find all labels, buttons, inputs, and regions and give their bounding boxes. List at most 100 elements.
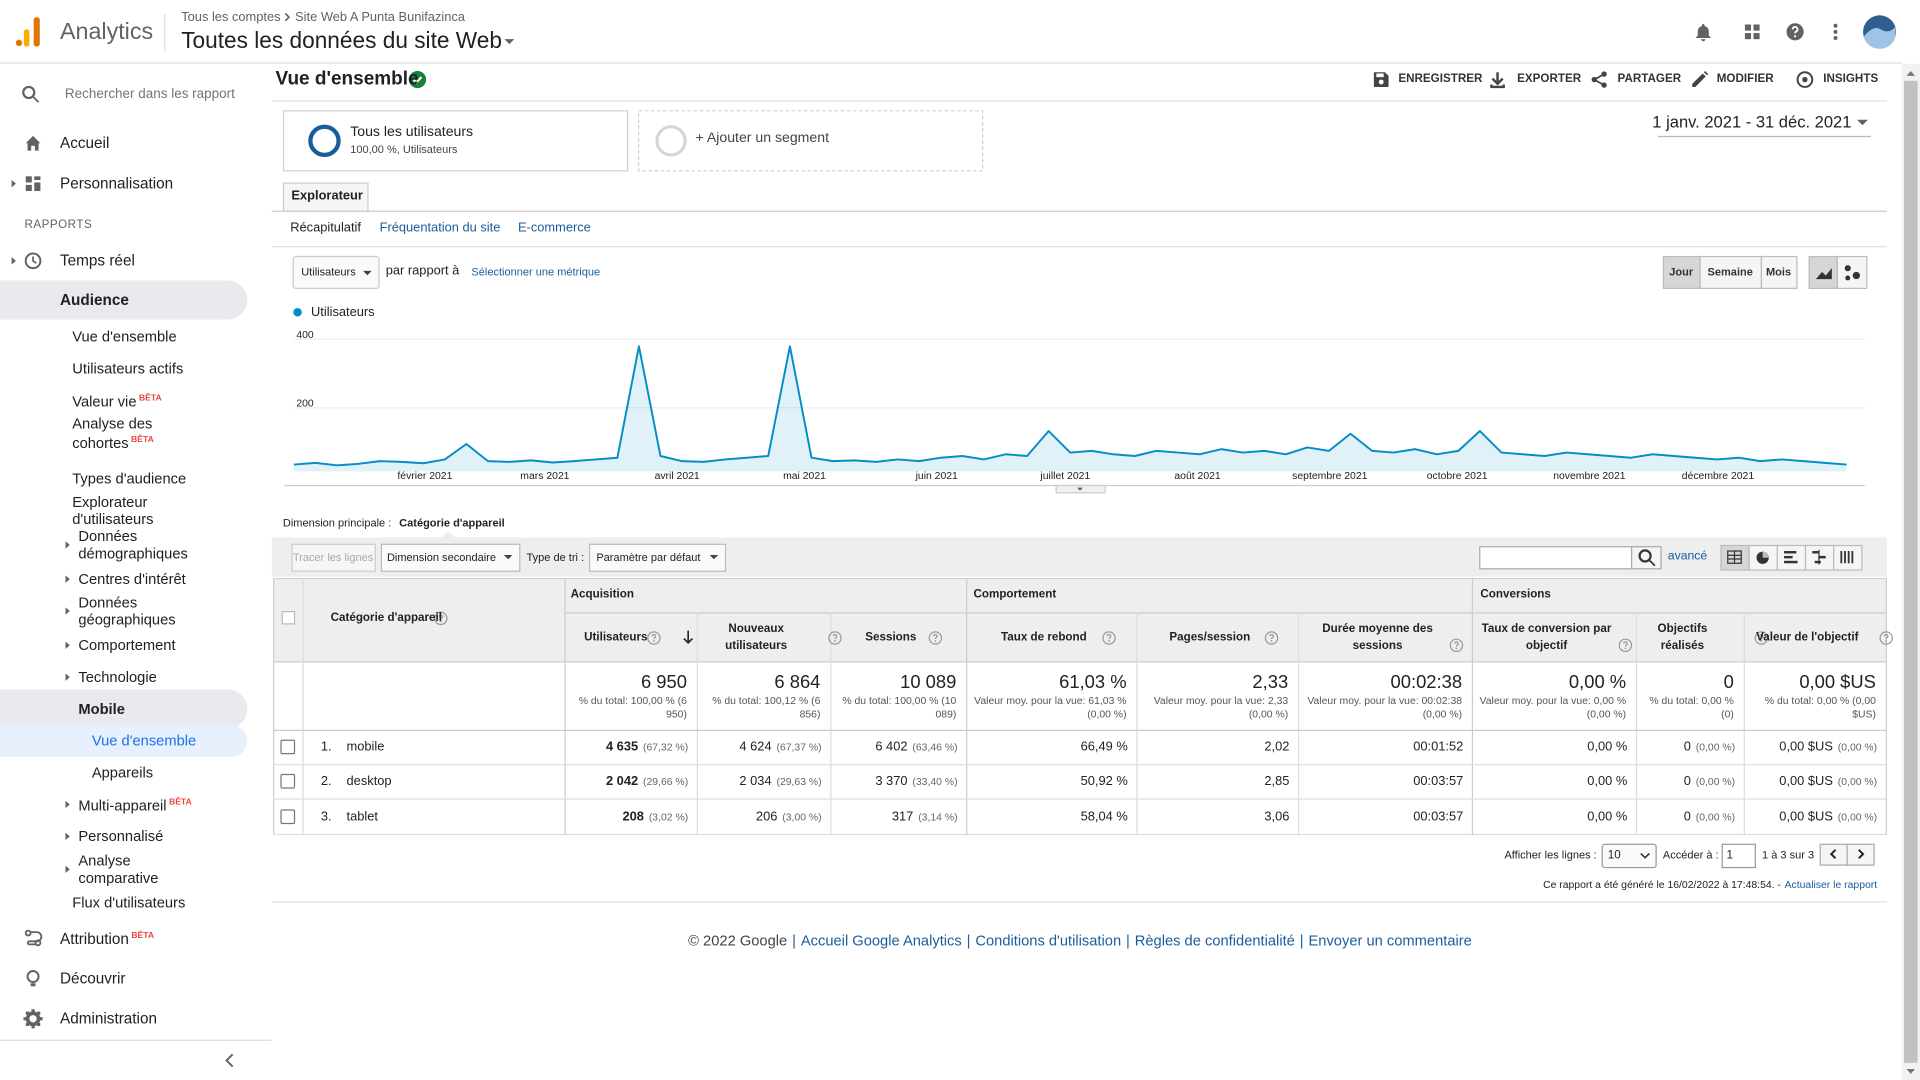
cell-value: 66,49 % — [1080, 739, 1128, 755]
add-segment[interactable]: + Ajouter un segment — [695, 131, 829, 146]
nav-item[interactable]: Données géographiques — [78, 594, 200, 628]
table-cell: 00:01:52 — [1298, 737, 1463, 757]
rows-label: Afficher les lignes : — [1504, 848, 1597, 861]
nav-item[interactable]: Technologie — [78, 669, 156, 686]
dimension-value[interactable]: Catégorie d'appareil — [399, 516, 505, 529]
footer-link[interactable]: Accueil Google Analytics — [800, 931, 962, 949]
dropdown-arrow — [504, 39, 515, 45]
expand-arrow — [65, 607, 70, 615]
plot-rows-button[interactable]: Tracer les lignes — [292, 551, 374, 564]
nav-item[interactable]: Valeur vie BÊTA — [72, 391, 161, 410]
total-value: 6 950 — [640, 672, 687, 694]
expand-arrow — [65, 541, 70, 549]
icon-shape — [1376, 73, 1384, 78]
subtab[interactable]: Fréquentation du site — [379, 220, 501, 236]
nav-item[interactable]: Utilisateurs actifs — [72, 360, 183, 377]
metric-select-label[interactable]: Utilisateurs — [301, 265, 356, 278]
icon-shape — [928, 631, 943, 645]
nav-item[interactable]: Types d'audience — [72, 470, 186, 487]
nav-item[interactable]: Personnalisé — [78, 828, 163, 845]
nav-label: Comportement — [78, 636, 176, 654]
cell-value: 3,06 — [1264, 809, 1290, 825]
nav-item[interactable]: Découvrir — [60, 970, 126, 987]
nav-item[interactable]: Centres d'intérêt — [78, 571, 185, 588]
column-header[interactable]: Taux de rebond — [1001, 630, 1087, 645]
search-box[interactable]: Rechercher dans les rapport — [64, 86, 235, 102]
footer-link[interactable]: Règles de confidentialité — [1134, 931, 1295, 949]
save-icon — [1373, 72, 1389, 87]
nav-item[interactable]: Appareils — [92, 764, 153, 781]
nav-item[interactable]: Temps réel — [60, 252, 135, 269]
advanced-link[interactable]: avancé — [1667, 549, 1708, 564]
view-selector[interactable]: Toutes les données du site Web — [181, 26, 502, 53]
toolbar-action[interactable]: PARTAGER — [1617, 72, 1682, 86]
expand-arrow — [11, 180, 16, 188]
next-icon — [1858, 849, 1865, 860]
goto-value[interactable]: 1 — [1726, 848, 1734, 863]
column-header[interactable]: Nouveaux utilisateurs — [725, 622, 788, 653]
toolbar-action[interactable]: MODIFIER — [1716, 72, 1774, 86]
column-header[interactable]: Valeur de l'objectif — [1756, 630, 1859, 645]
cell-share: (67,37 %) — [776, 740, 822, 754]
nav-item[interactable]: Analyse des cohortes BÊTA — [72, 415, 170, 452]
dropdown-arrow — [1076, 487, 1084, 491]
nav-item[interactable]: Accueil — [60, 135, 109, 152]
nav-item[interactable]: Flux d'utilisateurs — [72, 894, 185, 911]
footer-link[interactable]: Envoyer un commentaire — [1308, 931, 1472, 949]
nav-item[interactable]: Vue d'ensemble — [72, 328, 176, 345]
cell-value: 0,00 % — [1587, 773, 1628, 789]
granularity-label[interactable]: Semaine — [1707, 265, 1753, 278]
subtab[interactable]: Récapitulatif — [290, 220, 361, 236]
cell-share: (0,00 %) — [1837, 775, 1878, 788]
table-cell: 206 (3,00 %) — [697, 807, 822, 827]
icon-shape — [1833, 23, 1838, 28]
toolbar-action[interactable]: ENREGISTRER — [1398, 72, 1483, 86]
column-header[interactable]: Taux de conversion par objectif — [1481, 622, 1612, 653]
icon-shape — [1454, 641, 1459, 647]
total-detail: % du total: 100,12 % (6 856) — [712, 694, 821, 720]
sort-select[interactable]: Paramètre par défaut — [596, 551, 701, 564]
footer-link[interactable]: Conditions d'utilisation — [975, 931, 1122, 949]
date-range[interactable]: 1 janv. 2021 - 31 déc. 2021 — [1652, 112, 1852, 132]
nav-item[interactable]: Explorateur d'utilisateurs — [72, 493, 170, 527]
nav-item[interactable]: Attribution BÊTA — [60, 928, 154, 948]
column-header[interactable]: Objectifs réalisés — [1657, 622, 1708, 653]
column-header[interactable]: Utilisateurs — [584, 630, 648, 645]
nav-item[interactable]: Multi-appareil BÊTA — [78, 795, 191, 814]
table-cell: 0,00 $US (0,00 %) — [1744, 771, 1877, 791]
nav-item[interactable]: Administration — [60, 1010, 157, 1027]
toolbar-action[interactable]: EXPORTER — [1517, 72, 1582, 86]
dropdown-arrow — [1856, 119, 1868, 126]
refresh-link[interactable]: Actualiser le rapport — [1784, 877, 1878, 891]
column-header[interactable]: Durée moyenne des sessions — [1322, 622, 1433, 653]
toolbar-action[interactable]: INSIGHTS — [1823, 72, 1879, 86]
nav-item[interactable]: Données démographiques — [78, 528, 213, 562]
dimension-header[interactable]: Catégorie d'appareil — [330, 611, 442, 625]
granularity-label[interactable]: Mois — [1766, 265, 1792, 278]
nav-item[interactable]: Vue d'ensemble — [92, 732, 196, 749]
rows-select-value[interactable]: 10 — [1607, 848, 1621, 863]
row-index: 2. — [320, 773, 332, 789]
column-header[interactable]: Sessions — [865, 630, 917, 645]
row-dimension[interactable]: mobile — [346, 739, 385, 755]
table-cell: 0,00 % — [1472, 807, 1627, 827]
x-tick-label: septembre 2021 — [1292, 468, 1368, 482]
help_s-icon — [1754, 631, 1769, 645]
secondary-dimension[interactable]: Dimension secondaire — [386, 551, 496, 564]
nav-item[interactable]: Mobile — [78, 700, 125, 717]
granularity-label[interactable]: Jour — [1669, 265, 1694, 278]
row-dimension[interactable]: tablet — [346, 809, 378, 825]
compare-link[interactable]: Sélectionner une métrique — [471, 265, 601, 278]
table-cell: 0,00 $US (0,00 %) — [1744, 807, 1877, 827]
row-dimension[interactable]: desktop — [346, 773, 392, 789]
copyright: © 2022 Google — [688, 931, 788, 949]
icon-shape — [25, 1011, 30, 1015]
column-header[interactable]: Pages/session — [1169, 630, 1251, 645]
nav-item[interactable]: Analyse comparative — [78, 852, 188, 886]
nav-item[interactable]: Comportement — [78, 637, 175, 654]
nav-item[interactable]: Personnalisation — [60, 175, 173, 192]
help_s-icon — [1618, 638, 1633, 653]
tab-label[interactable]: Explorateur — [291, 188, 363, 204]
subtab[interactable]: E-commerce — [517, 220, 591, 236]
nav-item[interactable]: Audience — [60, 291, 129, 308]
